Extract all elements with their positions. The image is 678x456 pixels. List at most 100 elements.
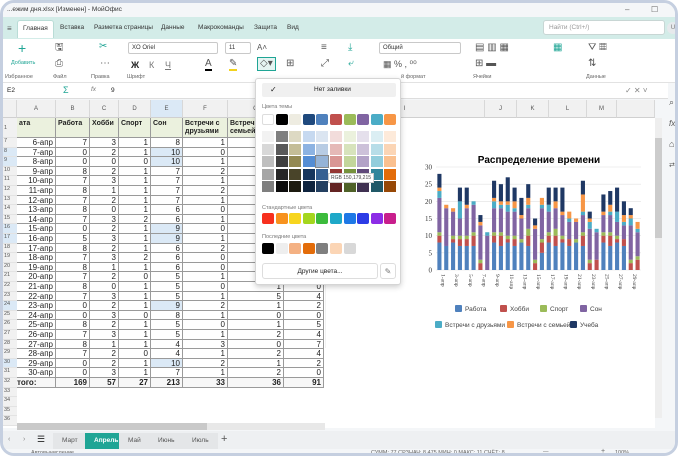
row-header[interactable]: 26: [3, 320, 17, 330]
theme-shade-swatch[interactable]: [343, 131, 356, 142]
bar-segment-0[interactable]: [567, 245, 572, 270]
tab-macros[interactable]: Макрокоманды: [198, 24, 244, 31]
bar-segment-2[interactable]: [580, 232, 585, 236]
bar-segment-5[interactable]: [628, 215, 633, 219]
font-color-icon[interactable]: A: [205, 58, 212, 71]
table-cell[interactable]: 7: [284, 339, 324, 350]
bar-segment-1[interactable]: [608, 235, 613, 246]
table-cell[interactable]: 1: [183, 195, 228, 206]
table-cell[interactable]: 1: [119, 358, 151, 369]
bar-segment-4[interactable]: [485, 232, 490, 236]
bar-segment-5[interactable]: [492, 197, 497, 202]
row-header[interactable]: 36: [3, 416, 17, 426]
standard-color-swatch[interactable]: [330, 213, 342, 224]
table-cell[interactable]: 0: [119, 157, 151, 167]
table-cell[interactable]: 2: [183, 243, 228, 254]
bar-segment-3[interactable]: [560, 215, 565, 236]
theme-shade-swatch[interactable]: [289, 143, 302, 155]
table-cell[interactable]: 8: [56, 320, 90, 330]
table-cell[interactable]: 1: [119, 282, 151, 292]
bar-segment-5[interactable]: [587, 218, 592, 222]
table-cell[interactable]: 1: [119, 262, 151, 273]
bar-segment-2[interactable]: [437, 232, 442, 236]
table-cell[interactable]: 0: [183, 282, 228, 292]
bar-segment-6[interactable]: [608, 191, 613, 205]
vertical-scrollbar[interactable]: [655, 118, 662, 418]
recent-color-swatch[interactable]: [302, 243, 315, 254]
bar-segment-5[interactable]: [437, 187, 442, 192]
theme-shade-swatch[interactable]: [370, 181, 383, 192]
bar-segment-2[interactable]: [546, 232, 551, 236]
bar-segment-6[interactable]: [519, 197, 524, 216]
table-cell[interactable]: 3: [90, 214, 119, 225]
standard-color-swatch[interactable]: [302, 213, 315, 224]
theme-shade-swatch[interactable]: [262, 156, 274, 167]
table-cell[interactable]: 2: [228, 368, 284, 378]
row-header[interactable]: 20: [3, 262, 17, 273]
bar-segment-0[interactable]: [621, 245, 626, 270]
table-cell[interactable]: 0: [56, 157, 90, 167]
bar-segment-1[interactable]: [451, 239, 456, 243]
bar-segment-5[interactable]: [574, 218, 579, 222]
bar-segment-0[interactable]: [492, 242, 497, 270]
date-cell[interactable]: 10-апр: [17, 176, 56, 186]
table-cell[interactable]: 7: [56, 291, 90, 302]
recent-color-swatch[interactable]: [289, 243, 302, 254]
recent-color-swatch[interactable]: [275, 243, 288, 254]
table-cell[interactable]: 0: [183, 253, 228, 263]
total-cell[interactable]: 33: [183, 378, 228, 388]
bar-segment-0[interactable]: [505, 242, 510, 270]
avatar[interactable]: U: [667, 22, 675, 34]
bar-segment-4[interactable]: [587, 221, 592, 229]
table-cell[interactable]: 0: [56, 301, 90, 311]
table-cell[interactable]: 7: [56, 138, 90, 148]
theme-shade-swatch[interactable]: [343, 156, 356, 167]
table-cell[interactable]: 7: [151, 195, 183, 206]
bar-segment-5[interactable]: [635, 221, 640, 229]
bar-segment-0[interactable]: [601, 242, 606, 270]
bar-segment-5[interactable]: [498, 201, 503, 205]
bar-segment-4[interactable]: [457, 201, 462, 219]
table-cell[interactable]: 2: [284, 301, 324, 311]
theme-shade-swatch[interactable]: [275, 156, 288, 167]
italic-button[interactable]: К: [149, 60, 155, 70]
bar-segment-2[interactable]: [615, 235, 620, 240]
tag-icon[interactable]: ⌂: [669, 139, 675, 149]
search-input[interactable]: Найти (Ctrl+/): [543, 20, 665, 35]
bar-segment-4[interactable]: [471, 201, 476, 205]
bar-segment-1[interactable]: [553, 235, 558, 246]
bar-segment-3[interactable]: [444, 208, 449, 246]
more-colors-button[interactable]: Другие цвета...: [262, 263, 378, 279]
theme-color-swatch[interactable]: [343, 114, 356, 125]
table-cell[interactable]: 6: [151, 262, 183, 273]
table-cell[interactable]: 0: [284, 368, 324, 378]
bar-segment-1[interactable]: [498, 235, 503, 246]
table-cell[interactable]: 1: [119, 368, 151, 378]
row-header[interactable]: 35: [3, 406, 17, 417]
valign-bottom-icon[interactable]: ⤓: [348, 42, 353, 53]
bar-segment-1[interactable]: [601, 235, 606, 243]
bar-segment-5[interactable]: [608, 204, 613, 212]
theme-shade-swatch[interactable]: [384, 181, 397, 192]
theme-shade-swatch[interactable]: [275, 131, 288, 142]
bar-segment-2[interactable]: [539, 239, 544, 243]
date-cell[interactable]: 17-апр: [17, 243, 56, 254]
more-icon[interactable]: ⋯: [100, 58, 110, 69]
table-cell[interactable]: 0: [183, 224, 228, 234]
date-cell[interactable]: 9-апр: [17, 166, 56, 177]
bar-segment-2[interactable]: [519, 239, 524, 243]
sum-icon[interactable]: Σ: [63, 85, 69, 95]
bar-segment-4[interactable]: [505, 204, 510, 212]
compare-icon[interactable]: ⇄: [669, 162, 675, 169]
bar-segment-6[interactable]: [628, 208, 633, 216]
bar-segment-5[interactable]: [560, 211, 565, 216]
font-grow-icon[interactable]: A˄: [257, 43, 268, 52]
bar-segment-5[interactable]: [519, 215, 524, 219]
date-cell[interactable]: 12-апр: [17, 195, 56, 206]
bar-segment-0[interactable]: [574, 242, 579, 270]
table-cell[interactable]: 1: [119, 243, 151, 254]
sheet-menu-icon[interactable]: ☰: [37, 434, 46, 444]
row-header[interactable]: 10: [3, 166, 17, 177]
bar-segment-0[interactable]: [437, 242, 442, 270]
row-header[interactable]: 17: [3, 234, 17, 244]
